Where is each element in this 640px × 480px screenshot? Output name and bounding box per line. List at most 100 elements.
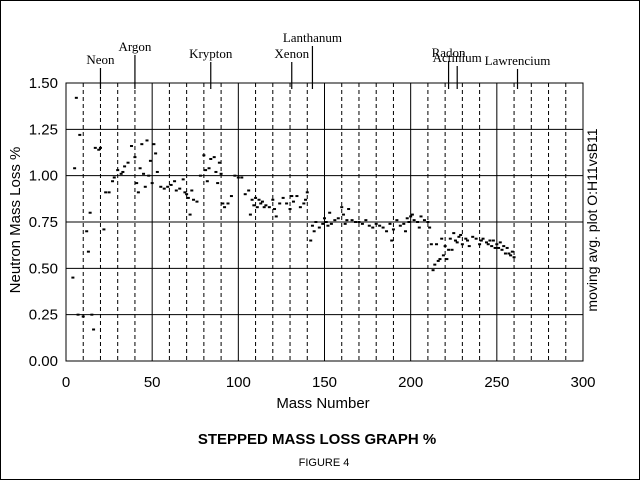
data-point bbox=[204, 169, 208, 172]
data-point bbox=[412, 219, 416, 222]
data-point bbox=[502, 245, 506, 248]
data-point bbox=[93, 146, 97, 149]
data-point bbox=[457, 235, 461, 238]
data-point bbox=[371, 226, 375, 229]
data-point bbox=[417, 226, 421, 229]
data-point bbox=[445, 258, 449, 261]
data-point bbox=[97, 148, 101, 151]
data-point bbox=[474, 237, 478, 240]
data-point bbox=[254, 196, 258, 199]
data-point bbox=[145, 139, 149, 142]
data-point bbox=[350, 219, 354, 222]
data-point bbox=[367, 224, 371, 227]
data-point bbox=[435, 243, 439, 246]
data-point bbox=[328, 211, 332, 214]
data-point bbox=[88, 211, 92, 214]
data-point bbox=[207, 167, 211, 170]
x-tick-label: 250 bbox=[484, 374, 509, 391]
data-point bbox=[309, 239, 313, 242]
data-point bbox=[285, 202, 289, 205]
data-point bbox=[221, 202, 225, 205]
data-point bbox=[214, 170, 218, 173]
data-point bbox=[136, 191, 140, 194]
data-point bbox=[385, 230, 389, 233]
x-tick-label: 100 bbox=[226, 374, 251, 391]
data-point bbox=[195, 200, 199, 203]
data-point bbox=[169, 183, 173, 186]
data-point bbox=[443, 245, 447, 248]
data-point bbox=[479, 239, 483, 242]
data-point bbox=[112, 176, 116, 179]
y-tick-label: 1.50 bbox=[29, 75, 58, 92]
data-point bbox=[233, 174, 237, 177]
data-point bbox=[148, 159, 152, 162]
x-tick-label: 150 bbox=[312, 374, 337, 391]
data-point bbox=[135, 182, 139, 185]
data-point bbox=[455, 241, 459, 244]
data-point bbox=[202, 154, 206, 157]
data-point bbox=[405, 217, 409, 220]
data-point bbox=[192, 198, 196, 201]
data-point bbox=[273, 208, 277, 211]
data-point bbox=[343, 222, 347, 225]
data-point bbox=[507, 252, 511, 255]
data-point bbox=[440, 237, 444, 240]
data-points bbox=[71, 96, 516, 331]
data-point bbox=[90, 313, 94, 316]
data-point bbox=[486, 243, 490, 246]
data-point bbox=[76, 313, 80, 316]
element-label: Lawrencium bbox=[485, 53, 551, 68]
element-label: Argon bbox=[118, 39, 151, 54]
data-point bbox=[466, 239, 470, 242]
x-tick-label: 200 bbox=[398, 374, 423, 391]
data-point bbox=[436, 259, 440, 262]
data-point bbox=[252, 204, 256, 207]
data-point bbox=[281, 196, 285, 199]
data-point bbox=[181, 178, 185, 181]
data-point bbox=[302, 202, 306, 205]
y-tick-label: 0.50 bbox=[29, 260, 58, 277]
data-point bbox=[295, 195, 299, 198]
data-point bbox=[490, 245, 494, 248]
data-point bbox=[500, 248, 504, 251]
data-point bbox=[166, 185, 170, 188]
data-point bbox=[291, 200, 295, 203]
data-point bbox=[422, 219, 426, 222]
data-point bbox=[426, 221, 430, 223]
data-point bbox=[154, 152, 158, 155]
data-point bbox=[409, 215, 413, 218]
tick-labels: 0 50 100 150 200 250 300 0.00 0.25 0.50 0.75 1.00 1.… bbox=[29, 75, 596, 391]
data-point bbox=[360, 222, 364, 225]
data-point bbox=[416, 221, 420, 223]
y-tick-label: 0.00 bbox=[29, 353, 58, 370]
data-point bbox=[267, 206, 271, 209]
data-point bbox=[333, 219, 337, 222]
data-point bbox=[428, 226, 432, 229]
data-point bbox=[271, 198, 275, 201]
y-tick-label: 0.75 bbox=[29, 214, 58, 231]
x-tick-label: 50 bbox=[144, 374, 161, 391]
data-point bbox=[121, 170, 125, 173]
data-point bbox=[104, 191, 108, 194]
data-point bbox=[186, 196, 190, 199]
data-point bbox=[150, 182, 154, 185]
data-point bbox=[274, 215, 278, 218]
data-point bbox=[278, 202, 282, 205]
data-point bbox=[381, 226, 385, 229]
element-label: Actinium bbox=[433, 50, 482, 65]
data-point bbox=[219, 172, 223, 175]
data-point bbox=[174, 189, 178, 192]
data-point bbox=[173, 180, 177, 183]
data-point bbox=[410, 213, 414, 216]
data-point bbox=[107, 191, 111, 194]
data-point bbox=[471, 235, 475, 238]
data-point bbox=[138, 167, 142, 170]
data-point bbox=[341, 213, 345, 216]
data-point bbox=[407, 221, 411, 223]
element-label: Krypton bbox=[189, 46, 233, 61]
data-point bbox=[216, 182, 220, 185]
data-point bbox=[484, 241, 488, 244]
data-point bbox=[183, 191, 187, 194]
